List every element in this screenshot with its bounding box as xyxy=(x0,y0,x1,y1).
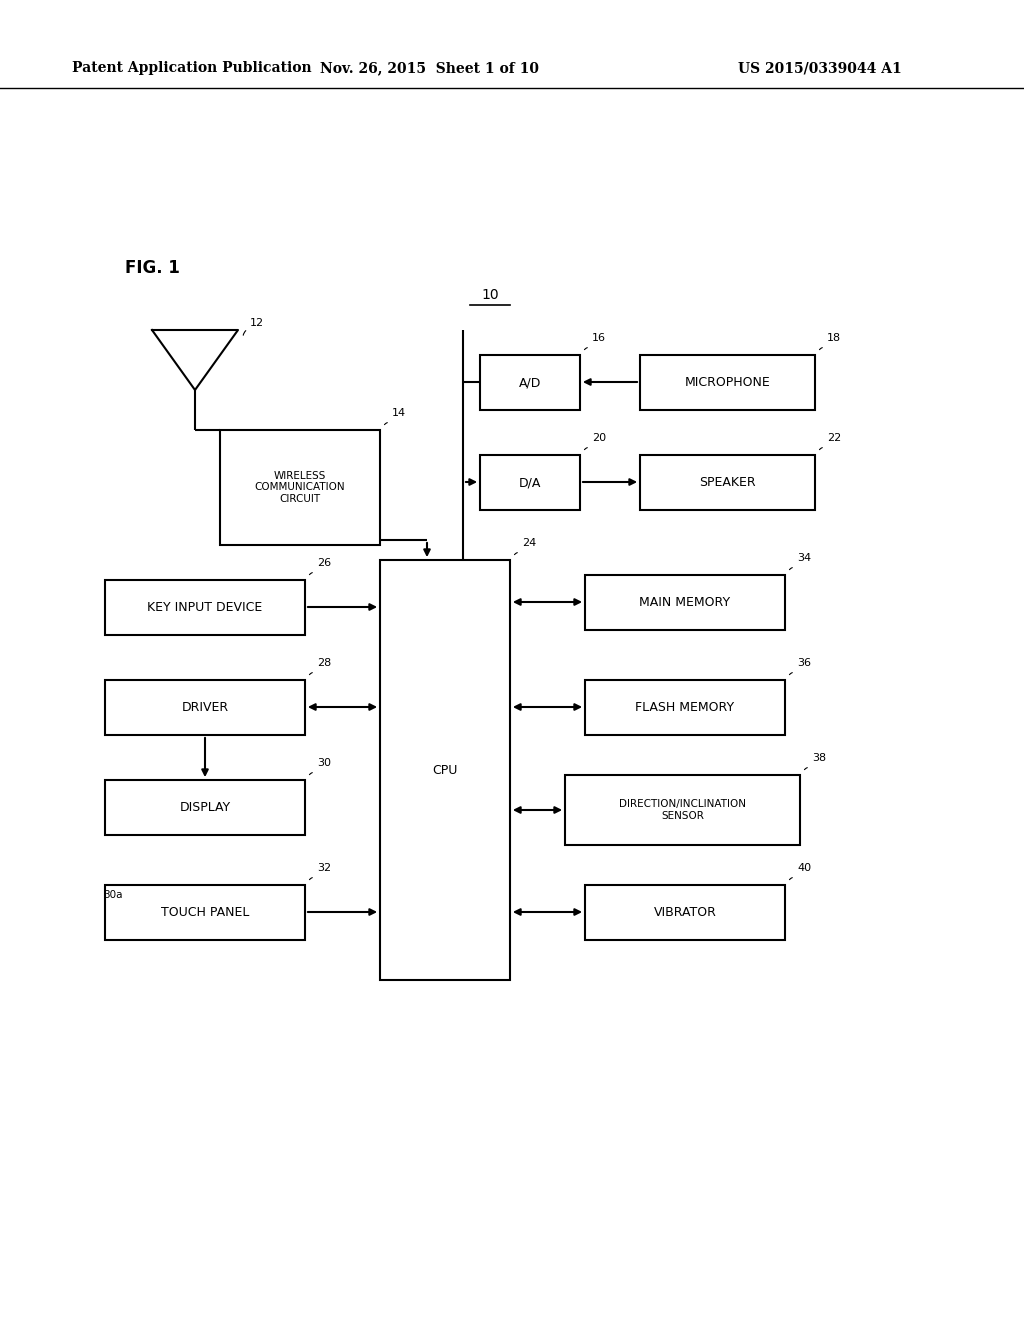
Bar xyxy=(220,430,380,545)
Text: 24: 24 xyxy=(522,539,537,548)
Text: CPU: CPU xyxy=(432,763,458,776)
Text: 32: 32 xyxy=(317,863,331,873)
Bar xyxy=(380,560,510,979)
Text: 14: 14 xyxy=(392,408,407,418)
Text: 28: 28 xyxy=(317,657,331,668)
Text: D/A: D/A xyxy=(519,477,542,488)
Text: MICROPHONE: MICROPHONE xyxy=(685,376,770,389)
Text: 34: 34 xyxy=(797,553,811,564)
Text: TOUCH PANEL: TOUCH PANEL xyxy=(161,906,249,919)
Text: 40: 40 xyxy=(797,863,811,873)
Text: DRIVER: DRIVER xyxy=(181,701,228,714)
Bar xyxy=(105,780,305,836)
Bar xyxy=(640,355,815,411)
Text: 30a: 30a xyxy=(103,890,123,900)
Text: Nov. 26, 2015  Sheet 1 of 10: Nov. 26, 2015 Sheet 1 of 10 xyxy=(321,61,540,75)
Bar xyxy=(480,455,580,510)
Bar xyxy=(105,884,305,940)
Bar xyxy=(565,775,800,845)
Text: 38: 38 xyxy=(812,752,826,763)
Text: 10: 10 xyxy=(481,288,499,302)
Text: 26: 26 xyxy=(317,558,331,568)
Text: 20: 20 xyxy=(592,433,606,444)
Bar xyxy=(585,576,785,630)
Text: MAIN MEMORY: MAIN MEMORY xyxy=(639,597,730,609)
Text: US 2015/0339044 A1: US 2015/0339044 A1 xyxy=(738,61,902,75)
Text: VIBRATOR: VIBRATOR xyxy=(653,906,717,919)
Text: 12: 12 xyxy=(250,318,264,327)
Text: Patent Application Publication: Patent Application Publication xyxy=(72,61,311,75)
Text: KEY INPUT DEVICE: KEY INPUT DEVICE xyxy=(147,601,262,614)
Bar xyxy=(640,455,815,510)
Text: FIG. 1: FIG. 1 xyxy=(125,259,180,277)
Bar xyxy=(105,680,305,735)
Text: DIRECTION/INCLINATION
SENSOR: DIRECTION/INCLINATION SENSOR xyxy=(618,799,746,821)
Text: 18: 18 xyxy=(827,333,841,343)
Text: A/D: A/D xyxy=(519,376,542,389)
Bar xyxy=(480,355,580,411)
Text: 22: 22 xyxy=(827,433,842,444)
Text: SPEAKER: SPEAKER xyxy=(699,477,756,488)
Text: FLASH MEMORY: FLASH MEMORY xyxy=(636,701,734,714)
Text: WIRELESS
COMMUNICATION
CIRCUIT: WIRELESS COMMUNICATION CIRCUIT xyxy=(255,471,345,504)
Bar xyxy=(105,579,305,635)
Text: 30: 30 xyxy=(317,758,331,768)
Text: 36: 36 xyxy=(797,657,811,668)
Bar xyxy=(585,680,785,735)
Bar xyxy=(585,884,785,940)
Text: 16: 16 xyxy=(592,333,606,343)
Text: DISPLAY: DISPLAY xyxy=(179,801,230,814)
